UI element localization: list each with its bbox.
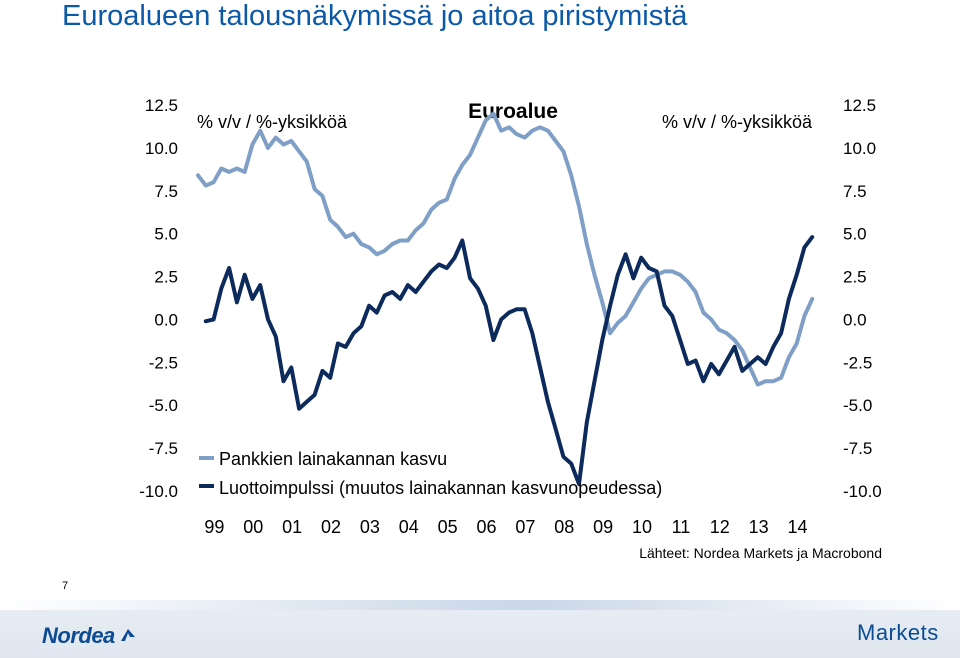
legend-label-lending: Pankkien lainakannan kasvu [219, 449, 447, 469]
y-axis-right: 12.5 10.0 7.5 5.0 2.5 0.0 -2.5 -5.0 -7.5 -10.0 [843, 96, 882, 501]
x-tick: 09 [593, 517, 613, 537]
source-note: Lähteet: Nordea Markets ja Macrobond [639, 545, 882, 561]
y-tick-left: -7.5 [149, 439, 178, 458]
page-number: 7 [62, 580, 69, 592]
y-tick-left: 0.0 [154, 310, 178, 329]
y-axis-left: 12.5 10.0 7.5 5.0 2.5 0.0 -2.5 -5.0 -7.5 -10.0 [139, 96, 178, 501]
x-tick: 06 [477, 517, 497, 537]
x-tick: 01 [282, 517, 302, 537]
x-tick: 07 [515, 517, 535, 537]
x-tick: 00 [243, 517, 263, 537]
y-tick-left: -5.0 [149, 396, 178, 415]
series-layer [196, 111, 815, 487]
y-tick-left: 7.5 [154, 182, 178, 201]
y-tick-right: -5.0 [843, 396, 872, 415]
y-tick-left: 10.0 [145, 139, 178, 158]
y-tick-right: 5.0 [843, 225, 867, 244]
logo-text: Nordea [42, 623, 115, 648]
y-tick-right: 2.5 [843, 268, 867, 287]
y-tick-right: -2.5 [843, 353, 872, 372]
x-tick: 12 [710, 517, 730, 537]
nordea-wing-icon [120, 629, 135, 641]
y-tick-left: -10.0 [139, 482, 178, 501]
left-axis-unit: % v/v / %-yksikköä [197, 112, 348, 132]
x-tick: 02 [321, 517, 341, 537]
x-tick: 10 [632, 517, 652, 537]
x-tick: 99 [204, 517, 224, 537]
y-tick-right: 0.0 [843, 310, 867, 329]
x-tick: 03 [360, 517, 380, 537]
x-tick: 13 [749, 517, 769, 537]
y-tick-left: 2.5 [154, 268, 178, 287]
series-line-credit-impulse [203, 235, 815, 487]
line-chart: 12.5 10.0 7.5 5.0 2.5 0.0 -2.5 -5.0 -7.5 -10.0 12… [139, 96, 882, 561]
legend: Pankkien lainakannan kasvu Luottoimpulss… [199, 449, 662, 498]
y-tick-right: 10.0 [843, 139, 876, 158]
y-tick-left: -2.5 [149, 353, 178, 372]
y-tick-left: 5.0 [154, 225, 178, 244]
x-tick: 08 [554, 517, 574, 537]
x-axis: 99 00 01 02 03 04 05 06 07 08 09 10 11 12 13 14 [204, 517, 807, 537]
y-tick-right: -10.0 [843, 482, 882, 501]
y-tick-right: 12.5 [843, 96, 876, 115]
x-tick: 05 [438, 517, 458, 537]
footer-band [0, 600, 960, 658]
y-tick-left: 12.5 [145, 96, 178, 115]
x-tick: 11 [672, 517, 691, 537]
series-line-lending-growth [196, 111, 815, 387]
chart-title: Euroalue [468, 100, 558, 123]
y-tick-right: -7.5 [843, 439, 872, 458]
slide-title: Euroalueen talousnäkymissä jo aitoa piri… [62, 0, 688, 32]
x-tick: 14 [788, 517, 808, 537]
legend-label-impulse: Luottoimpulssi (muutos lainakannan kasvu… [219, 478, 662, 498]
y-tick-right: 7.5 [843, 182, 867, 201]
x-tick: 04 [399, 517, 419, 537]
footer-markets-label: Markets [857, 620, 939, 645]
nordea-logo: Nordea [42, 622, 137, 650]
right-axis-unit: % v/v / %-yksikköä [662, 112, 813, 132]
